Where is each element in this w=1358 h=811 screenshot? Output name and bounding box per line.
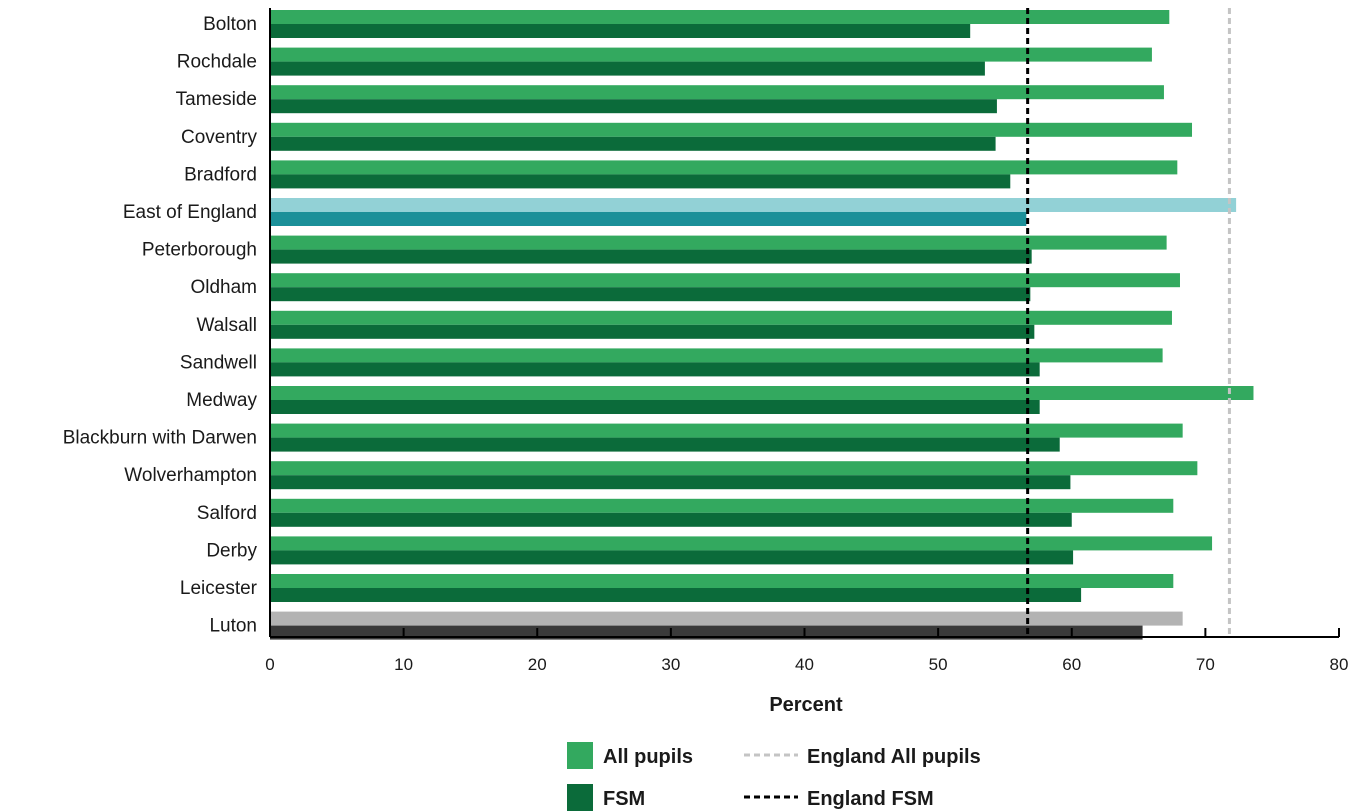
x-tick-label-70: 70 (1196, 655, 1215, 674)
legend-label-fsm: FSM (603, 788, 645, 810)
category-label-wolverhampton: Wolverhampton (124, 465, 257, 486)
x-tick-label-0: 0 (265, 655, 274, 674)
bar-fsm-coventry (270, 136, 996, 151)
bar-all-pupils-blackburn-with-darwen (270, 423, 1183, 438)
category-label-tameside: Tameside (176, 89, 257, 110)
bar-all-pupils-wolverhampton (270, 461, 1198, 476)
x-tick-label-80: 80 (1330, 655, 1349, 674)
legend: All pupils England All pupils FSM Englan… (567, 742, 981, 811)
x-tick-label-10: 10 (394, 655, 413, 674)
bar-all-pupils-medway (270, 386, 1254, 400)
x-tick-label-50: 50 (929, 655, 948, 674)
bar-all-pupils-salford (270, 498, 1174, 513)
category-label-medway: Medway (186, 390, 257, 411)
bar-all-pupils-derby (270, 536, 1213, 551)
category-label-bradford: Bradford (184, 164, 257, 185)
bar-all-pupils-east-of-england (270, 198, 1237, 212)
category-label-peterborough: Peterborough (142, 240, 257, 261)
bar-all-pupils-oldham (270, 273, 1180, 288)
category-label-leicester: Leicester (180, 578, 258, 599)
bar-fsm-derby (270, 550, 1074, 565)
bar-fsm-east-of-england (270, 212, 1027, 226)
bar-all-pupils-coventry (270, 122, 1193, 137)
category-label-derby: Derby (206, 540, 257, 561)
bar-fsm-blackburn-with-darwen (270, 437, 1060, 452)
x-tick-label-30: 30 (661, 655, 680, 674)
category-label-luton: Luton (209, 616, 257, 637)
legend-swatch-fsm (567, 784, 593, 811)
category-label-salford: Salford (197, 503, 257, 524)
category-label-walsall: Walsall (196, 315, 257, 336)
bar-fsm-walsall (270, 324, 1035, 339)
category-label-oldham: Oldham (190, 277, 257, 298)
legend-swatch-all-pupils (567, 742, 593, 769)
x-tick-label-40: 40 (795, 655, 814, 674)
bar-all-pupils-rochdale (270, 47, 1152, 62)
bar-all-pupils-luton (270, 611, 1183, 626)
x-tick-label-20: 20 (528, 655, 547, 674)
bar-all-pupils-bolton (270, 10, 1170, 24)
bar-fsm-leicester (270, 588, 1082, 602)
bar-fsm-peterborough (270, 249, 1032, 264)
category-label-bolton: Bolton (203, 14, 257, 35)
category-label-coventry: Coventry (181, 127, 258, 148)
bar-fsm-sandwell (270, 362, 1040, 377)
bar-all-pupils-leicester (270, 574, 1174, 588)
bar-fsm-tameside (270, 99, 997, 114)
bar-fsm-wolverhampton (270, 475, 1071, 490)
bar-fsm-oldham (270, 287, 1031, 302)
legend-label-all-pupils: All pupils (603, 746, 693, 768)
legend-label-england-all-pupils: England All pupils (807, 746, 981, 768)
bar-fsm-bolton (270, 24, 971, 38)
bar-all-pupils-walsall (270, 310, 1172, 325)
bar-all-pupils-bradford (270, 160, 1178, 175)
bar-fsm-salford (270, 512, 1072, 527)
x-tick-label-60: 60 (1062, 655, 1081, 674)
bar-fsm-medway (270, 400, 1040, 414)
legend-label-england-fsm: England FSM (807, 788, 934, 810)
bar-fsm-bradford (270, 174, 1011, 189)
bar-all-pupils-tameside (270, 85, 1164, 100)
category-label-rochdale: Rochdale (177, 52, 257, 73)
bar-all-pupils-sandwell (270, 348, 1163, 363)
category-label-sandwell: Sandwell (180, 352, 257, 373)
category-label-blackburn-with-darwen: Blackburn with Darwen (63, 428, 257, 449)
bar-all-pupils-peterborough (270, 235, 1167, 250)
category-label-east-of-england: East of England (123, 202, 257, 223)
x-axis-title: Percent (769, 694, 843, 716)
bar-fsm-rochdale (270, 61, 985, 76)
